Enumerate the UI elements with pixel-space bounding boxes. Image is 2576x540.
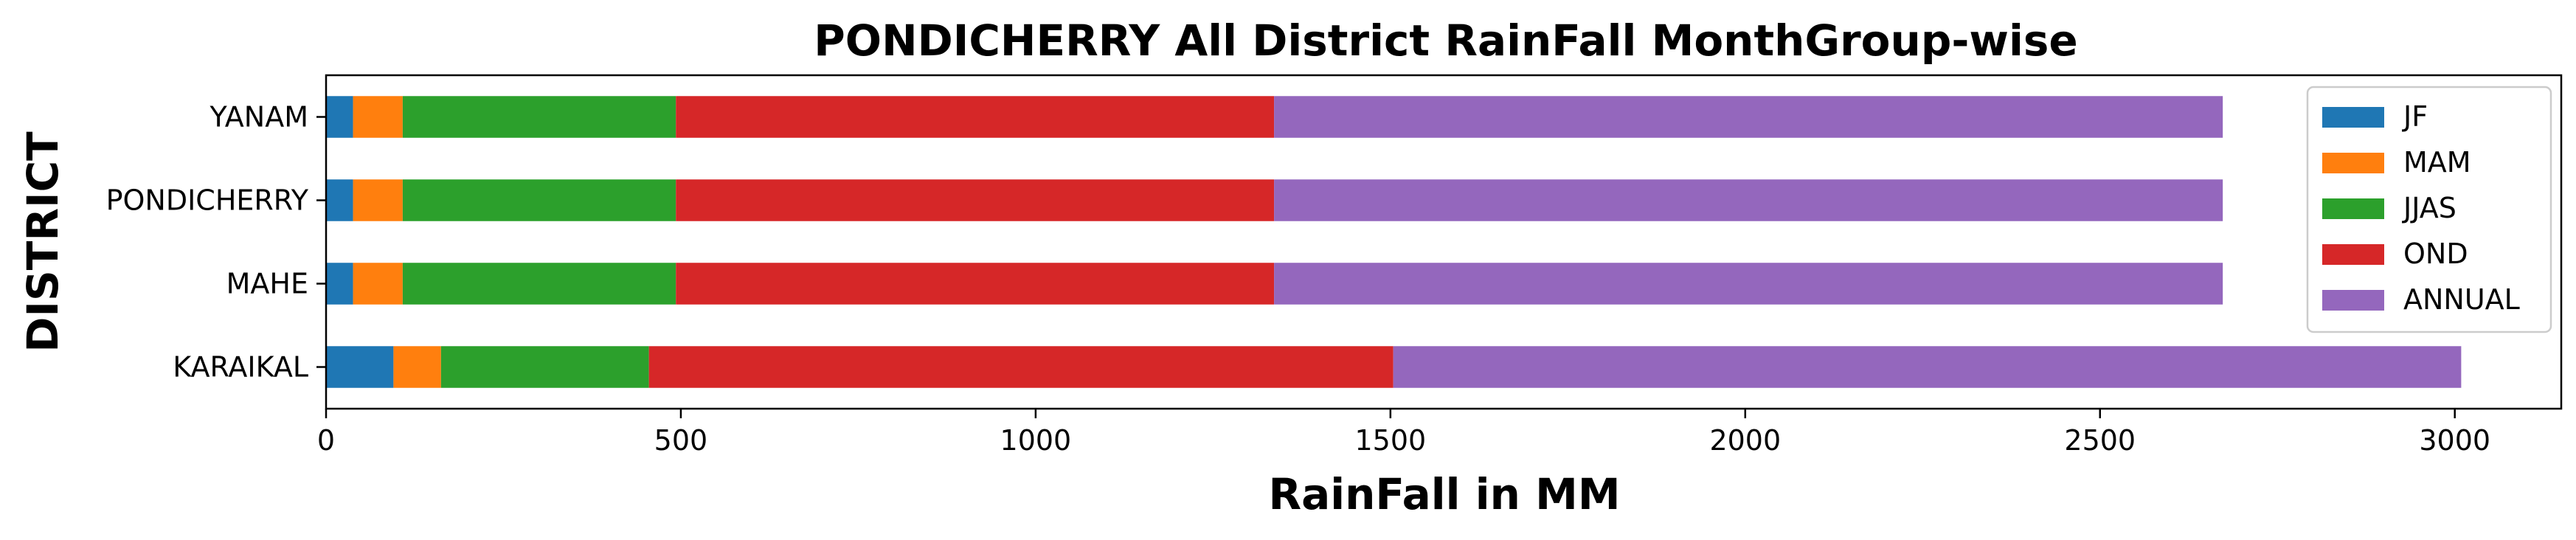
bar-yanam-jf bbox=[326, 96, 353, 138]
bar-karaikal-ond bbox=[648, 346, 1393, 388]
legend-swatch-jjas bbox=[2322, 198, 2384, 219]
x-axis-label: RainFall in MM bbox=[1268, 469, 1620, 519]
y-tick-label: YANAM bbox=[210, 101, 308, 134]
legend-swatch-ond bbox=[2322, 244, 2384, 265]
y-axis-ticks: KARAIKAL MAHE PONDICHERRY YANAM bbox=[106, 101, 326, 384]
bar-pondicherry-annual bbox=[1274, 179, 2223, 221]
bar-karaikal-mam bbox=[393, 346, 441, 388]
x-tick-label: 3000 bbox=[2419, 424, 2490, 457]
legend: JF MAM JJAS OND ANNUAL bbox=[2306, 86, 2552, 333]
bar-mahe-mam bbox=[353, 263, 403, 305]
bar-pondicherry-mam bbox=[353, 179, 403, 221]
x-tick-label: 0 bbox=[317, 424, 335, 457]
y-tick-label: KARAIKAL bbox=[173, 351, 308, 384]
bar-karaikal-annual bbox=[1393, 346, 2462, 388]
bar-pondicherry-jf bbox=[326, 179, 353, 221]
bar-karaikal-jf bbox=[326, 346, 394, 388]
legend-swatch-mam bbox=[2322, 153, 2384, 173]
bar-karaikal-jjas bbox=[440, 346, 649, 388]
bar-mahe-jjas bbox=[402, 263, 676, 305]
legend-swatch-annual bbox=[2322, 290, 2384, 311]
x-tick-label: 500 bbox=[654, 424, 708, 457]
bar-pondicherry-jjas bbox=[402, 179, 676, 221]
bar-mahe-jf bbox=[326, 263, 353, 305]
bar-yanam-jjas bbox=[402, 96, 676, 138]
x-tick-label: 2000 bbox=[1709, 424, 1781, 457]
legend-label-jf: JF bbox=[2402, 100, 2428, 133]
bar-mahe-ond bbox=[676, 263, 1275, 305]
legend-box bbox=[2306, 86, 2552, 333]
bars-group bbox=[326, 96, 2462, 388]
bar-yanam-annual bbox=[1274, 96, 2223, 138]
chart-title: PONDICHERRY All District RainFall MonthG… bbox=[814, 15, 2077, 66]
x-axis-ticks: 0 500 1000 1500 2000 2500 3000 bbox=[317, 409, 2490, 457]
x-tick-label: 1500 bbox=[1354, 424, 1426, 457]
legend-label-annual: ANNUAL bbox=[2403, 283, 2520, 316]
x-tick-label: 2500 bbox=[2064, 424, 2136, 457]
plot-frame bbox=[325, 74, 2563, 410]
bar-yanam-ond bbox=[676, 96, 1275, 138]
bar-yanam-mam bbox=[353, 96, 403, 138]
bar-pondicherry-ond bbox=[676, 179, 1275, 221]
legend-label-jjas: JJAS bbox=[2402, 192, 2456, 224]
x-tick-label: 1000 bbox=[1000, 424, 1072, 457]
bar-mahe-annual bbox=[1274, 263, 2223, 305]
legend-label-ond: OND bbox=[2403, 238, 2468, 270]
y-tick-label: PONDICHERRY bbox=[106, 184, 309, 217]
legend-swatch-jf bbox=[2322, 107, 2384, 128]
y-axis-label: DISTRICT bbox=[18, 131, 68, 353]
legend-label-mam: MAM bbox=[2403, 146, 2471, 179]
y-tick-label: MAHE bbox=[226, 268, 308, 300]
